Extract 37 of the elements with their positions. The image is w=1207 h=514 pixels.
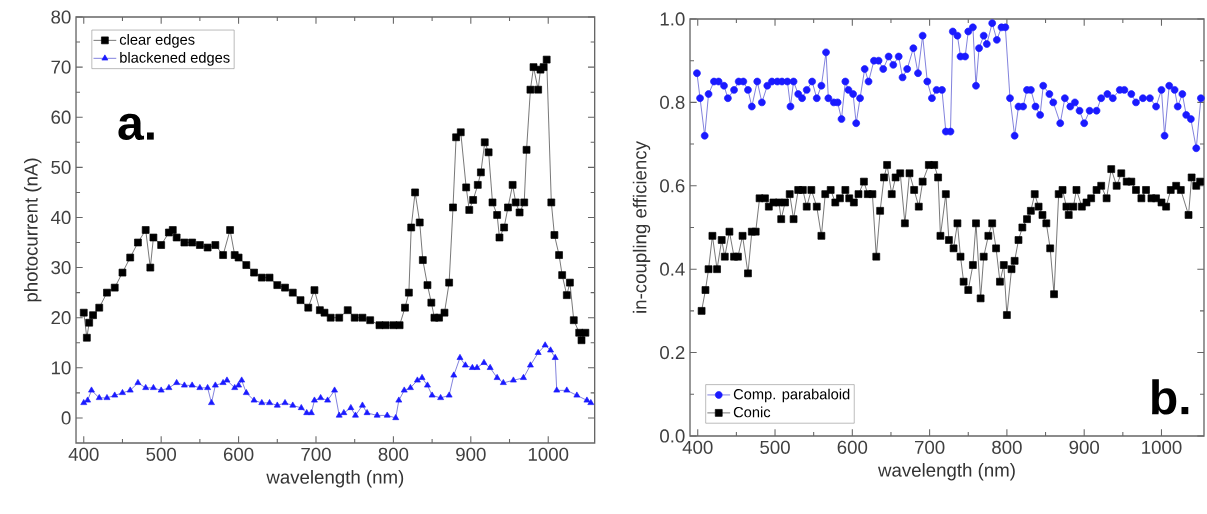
- x-tick-label: 400: [68, 447, 99, 461]
- x-tick-label: 500: [146, 447, 177, 461]
- y-tick-label: 0.4: [660, 262, 685, 276]
- x-tick-label: 800: [992, 440, 1022, 454]
- x-axis-title: wavelength (nm): [266, 470, 404, 488]
- y-tick-label: 20: [51, 311, 71, 325]
- legend-label: blackened edges: [120, 52, 230, 66]
- y-tick-label: 40: [50, 210, 71, 225]
- x-tick-label: 1000: [1142, 440, 1182, 454]
- y-axis-title: photocurrent (nA): [23, 158, 42, 302]
- y-tick-label: 10: [51, 361, 71, 375]
- x-tick-label: 600: [837, 440, 868, 454]
- x-tick-label: 900: [456, 447, 486, 461]
- y-tick-label: 0.6: [660, 179, 685, 193]
- y-tick-label: 0: [61, 411, 71, 425]
- y-tick-label: 50: [51, 160, 71, 174]
- y-tick-label: 70: [51, 60, 71, 74]
- y-tick-label: 30: [51, 260, 71, 275]
- annotation: a.: [118, 113, 154, 141]
- x-tick-label: 700: [915, 440, 945, 454]
- y-tick-label: 0.2: [660, 345, 685, 360]
- legend-label: Comp. parabaloid: [733, 388, 850, 403]
- y-tick-label: 60: [51, 110, 71, 124]
- annotation: b.: [1152, 379, 1189, 415]
- y-axis-title: in-coupling efficiency: [632, 141, 651, 313]
- x-tick-label: 700: [301, 447, 331, 461]
- legend-label: clear edges: [119, 34, 195, 48]
- y-tick-label: 0.8: [660, 95, 685, 110]
- legend-label: Conic: [733, 406, 771, 418]
- x-tick-label: 900: [1069, 440, 1100, 454]
- y-tick-label: 1.0: [660, 12, 685, 26]
- y-tick-label: 80: [51, 10, 71, 24]
- x-tick-label: 500: [760, 440, 790, 454]
- x-tick-label: 800: [378, 447, 409, 461]
- x-tick-label: 1000: [528, 447, 569, 461]
- x-tick-label: 600: [223, 447, 254, 461]
- x-axis-title: wavelength (nm): [877, 463, 1015, 481]
